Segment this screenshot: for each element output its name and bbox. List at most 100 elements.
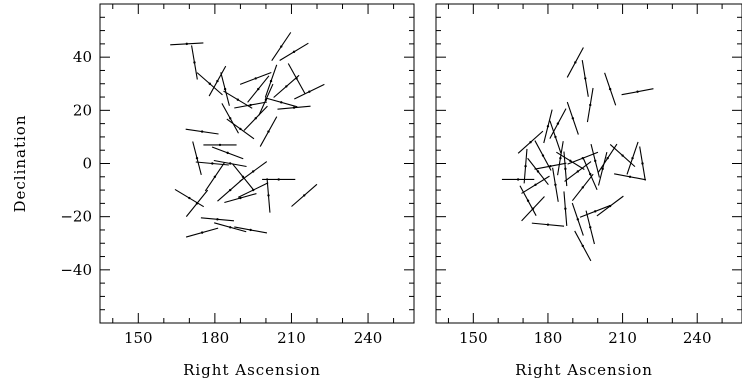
vector-center-dot xyxy=(581,186,584,189)
vector-center-dot xyxy=(636,90,639,93)
y-tick-label: 20 xyxy=(73,101,92,119)
vector-center-dot xyxy=(564,167,567,171)
vector-center-dot xyxy=(285,85,288,88)
vector-center-dot xyxy=(621,154,624,157)
vector-center-dot xyxy=(559,156,562,160)
vector-center-dot xyxy=(516,178,520,181)
vector-center-dot xyxy=(228,188,232,192)
vector-center-dot xyxy=(292,50,296,54)
vector-center-dot xyxy=(236,98,240,101)
vector-center-dot xyxy=(269,79,273,83)
vector-center-dot xyxy=(277,178,280,181)
y-axis-label: Declination xyxy=(11,114,29,212)
vector-center-dot xyxy=(216,218,219,221)
vector-center-dot xyxy=(193,61,196,64)
vector-center-dot xyxy=(554,183,557,186)
vector-center-dot xyxy=(529,141,532,144)
plot-frame xyxy=(99,3,415,324)
vector-center-dot xyxy=(628,175,632,178)
vector-center-dot xyxy=(531,207,535,210)
vector-center-dot xyxy=(216,79,219,83)
vector-center-dot xyxy=(564,207,567,210)
vector-center-dot xyxy=(576,170,580,173)
vector-center-dot xyxy=(608,204,612,208)
vector-center-dot xyxy=(226,151,229,155)
vector-center-dot xyxy=(541,154,545,157)
vector-center-dot xyxy=(292,106,296,109)
vector-center-dot xyxy=(200,130,204,133)
x-axis-label: Right Ascension xyxy=(515,361,653,379)
vector-center-dot xyxy=(295,77,298,80)
vector-center-dot xyxy=(571,117,575,120)
vector-center-dot xyxy=(589,172,592,176)
vector-center-dot xyxy=(241,175,245,178)
vector-center-dot xyxy=(608,87,612,91)
vector-center-dot xyxy=(228,117,232,120)
vector-center-dot xyxy=(280,45,283,48)
vector-center-dot xyxy=(185,42,188,46)
y-tick-label: −40 xyxy=(60,261,92,279)
x-tick-label: 180 xyxy=(534,329,563,347)
left-panel: 150 180 210 240 −40 −20 0 20 40 Right Ascension De… xyxy=(11,3,415,379)
vector-center-dot xyxy=(257,87,260,91)
vector-center-dot xyxy=(556,122,560,125)
vector-center-dot xyxy=(280,101,283,104)
vector-center-dot xyxy=(606,156,609,160)
vector-center-dot xyxy=(546,125,550,128)
vector-center-dot xyxy=(251,188,255,192)
vector-center-dot xyxy=(211,162,214,165)
vector-center-dot xyxy=(200,231,204,234)
vector-center-dot xyxy=(208,82,211,85)
vector-center-dot xyxy=(546,223,550,226)
vector-center-dot xyxy=(536,170,540,173)
x-axis-label: Right Ascension xyxy=(183,361,321,379)
x-tick-label: 150 xyxy=(459,329,488,347)
vector-center-dot xyxy=(249,103,252,107)
vector-center-dot xyxy=(254,117,257,120)
vector-center-dot xyxy=(641,162,644,165)
vector-center-dot xyxy=(249,228,252,232)
x-tick-label: 150 xyxy=(124,329,153,347)
x-tick-label: 180 xyxy=(201,329,230,347)
vector-center-dot xyxy=(594,159,597,163)
vector-center-dot xyxy=(554,135,557,139)
vector-center-dot xyxy=(589,103,592,107)
vector-center-dot xyxy=(264,98,268,101)
vector-center-dot xyxy=(581,244,584,248)
vector-center-dot xyxy=(303,194,306,197)
right-panel: 150 180 210 240 Right Ascension xyxy=(435,3,742,379)
x-tick-label: 240 xyxy=(354,329,383,347)
vector-center-dot xyxy=(569,159,572,163)
x-tick-label: 210 xyxy=(608,329,637,347)
vector-center-dot xyxy=(267,194,270,197)
vector-center-dot xyxy=(594,210,597,213)
vector-center-dot xyxy=(308,90,311,93)
vector-center-dot xyxy=(254,77,257,80)
vector-center-dot xyxy=(239,127,242,131)
vector-center-dot xyxy=(534,183,537,186)
vector-center-dot xyxy=(195,156,199,160)
vector-center-dot xyxy=(526,199,530,202)
vector-center-dot xyxy=(228,226,232,229)
vector-center-dot xyxy=(223,87,227,91)
vector-center-dot xyxy=(549,164,552,168)
vector-center-dot xyxy=(631,156,634,160)
vector-center-dot xyxy=(601,167,604,171)
y-tick-label: −20 xyxy=(60,208,92,226)
vector-center-dot xyxy=(188,196,191,200)
vector-center-dot xyxy=(228,162,232,165)
vector-center-dot xyxy=(267,130,270,133)
vector-center-dot xyxy=(524,164,527,168)
vector-center-dot xyxy=(239,196,242,200)
vector-center-dot xyxy=(584,77,587,80)
vector-center-dot xyxy=(589,226,592,229)
vector-center-dot xyxy=(251,170,255,173)
vector-center-dot xyxy=(218,143,222,147)
y-tick-label: 40 xyxy=(73,48,92,66)
vector-center-dot xyxy=(195,202,199,205)
vector-center-dot xyxy=(213,175,217,178)
vector-center-dot xyxy=(574,61,577,64)
y-tick-label: 0 xyxy=(82,155,92,173)
